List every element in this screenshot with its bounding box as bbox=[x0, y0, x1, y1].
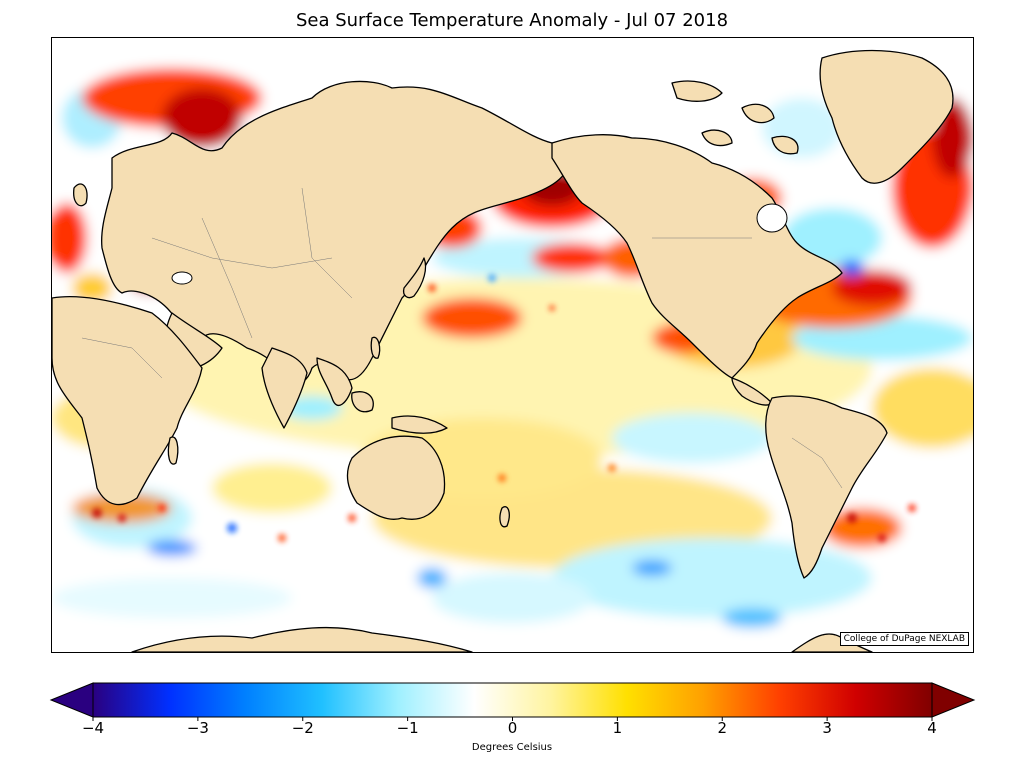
colorbar-extend-min bbox=[49, 682, 94, 718]
india-landmass bbox=[261, 347, 308, 429]
australia-landmass bbox=[346, 435, 446, 520]
arctic-islands bbox=[771, 135, 799, 155]
credit-label: College of DuPage NEXLAB bbox=[839, 632, 969, 646]
britain-landmass bbox=[73, 183, 88, 207]
colorbar-tick-label: −3 bbox=[186, 719, 209, 737]
antarctica-landmass bbox=[131, 626, 473, 652]
indonesia-landmass bbox=[351, 391, 374, 413]
arctic-islands bbox=[671, 80, 723, 102]
colorbar-tick-label: 4 bbox=[927, 719, 937, 737]
north-america-landmass bbox=[551, 134, 843, 379]
new-guinea-landmass bbox=[391, 415, 448, 434]
arctic-islands bbox=[741, 103, 775, 124]
map-title: Sea Surface Temperature Anomaly - Jul 07… bbox=[295, 10, 729, 31]
japan-landmass bbox=[402, 257, 427, 299]
philippines-landmass bbox=[370, 336, 381, 359]
greenland-landmass bbox=[819, 49, 954, 184]
colorbar-tick-label: −4 bbox=[81, 719, 105, 737]
anomaly-speckle bbox=[92, 274, 916, 542]
madagascar-landmass bbox=[167, 436, 179, 465]
colorbar bbox=[49, 682, 976, 721]
colorbar-tick-label: 3 bbox=[822, 719, 832, 737]
colorbar-label: Degrees Celsius bbox=[471, 742, 553, 753]
country-borders bbox=[81, 187, 843, 489]
colorbar-extend-max bbox=[931, 682, 976, 718]
arctic-islands bbox=[701, 129, 733, 147]
colorbar-tick-label: −2 bbox=[291, 719, 314, 737]
africa-landmass bbox=[52, 296, 203, 506]
colorbar-tick-label: 2 bbox=[717, 719, 728, 737]
new-zealand-landmass bbox=[499, 506, 510, 528]
colorbar-tick-label: −1 bbox=[396, 719, 419, 737]
south-america-landmass bbox=[765, 395, 888, 579]
land-masses bbox=[52, 49, 954, 652]
central-america-landmass bbox=[731, 377, 773, 406]
southeast-asia-landmass bbox=[316, 357, 353, 407]
inland-water bbox=[171, 203, 788, 285]
colorbar-tick-label: 0 bbox=[507, 719, 518, 737]
colorbar-gradient bbox=[92, 682, 933, 718]
colorbar-tick-label: 1 bbox=[612, 719, 623, 737]
sst-anomaly-map: College of DuPage NEXLAB bbox=[51, 37, 974, 653]
